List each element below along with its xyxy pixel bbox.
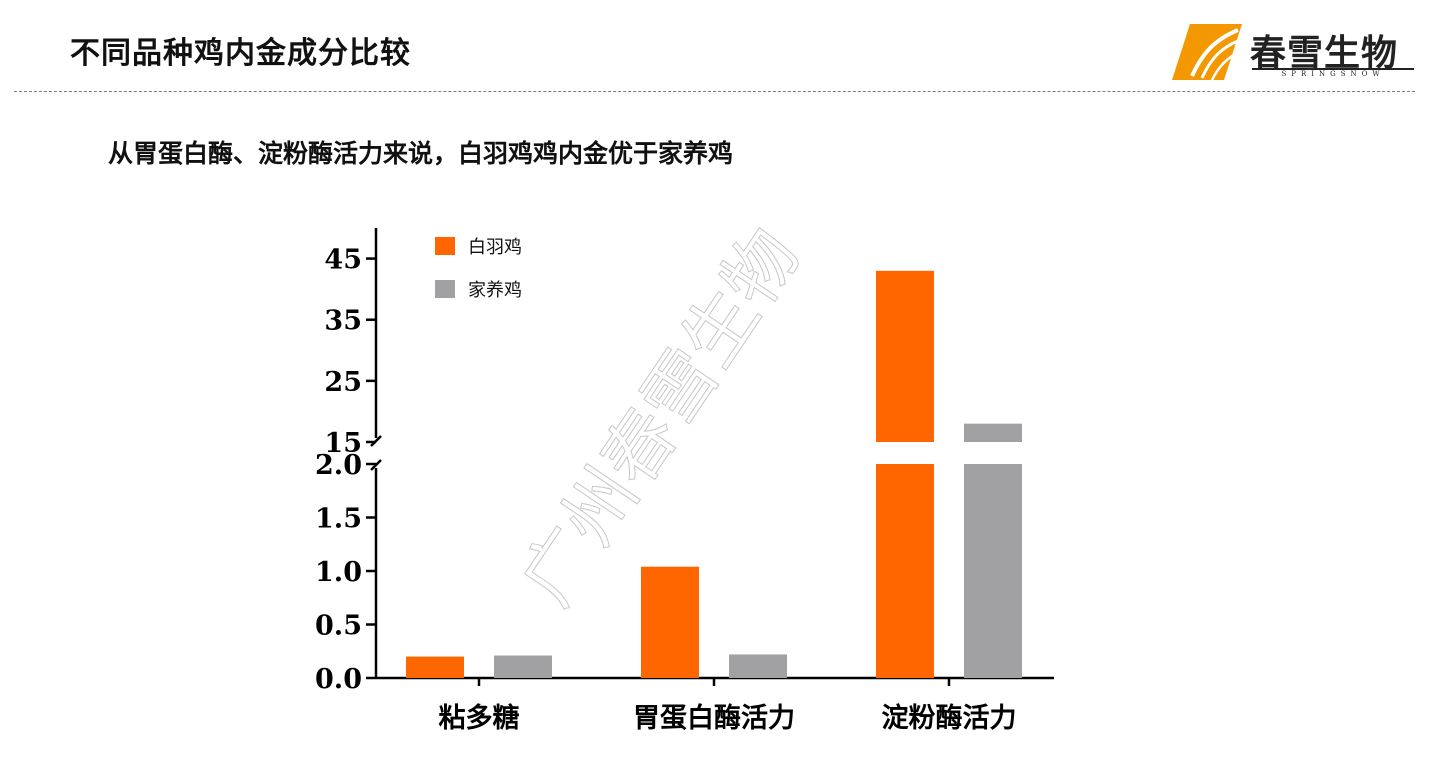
y-tick-label: 0.0 bbox=[315, 664, 362, 695]
company-logo: 春雪生物 SPRINGSNOW bbox=[1162, 18, 1422, 84]
x-category-label: 淀粉酶活力 bbox=[882, 702, 1017, 734]
x-category-label: 粘多糖 bbox=[439, 702, 520, 734]
legend-swatch bbox=[435, 237, 455, 255]
y-tick-label: 1.5 bbox=[315, 504, 362, 535]
chart-group: 0.0 0.5 1.0 1.5 2.015 25 35 45 粘多糖 胃蛋白酶活力 淀粉酶活力 白羽鸡… bbox=[315, 228, 1054, 734]
logo-subtext: SPRINGSNOW bbox=[1252, 68, 1414, 78]
watermark-text: 广州春雪生物 bbox=[504, 214, 815, 619]
bar-lower-segment bbox=[876, 464, 934, 678]
y-tick-label: 25 bbox=[324, 367, 362, 398]
bar bbox=[641, 566, 699, 678]
legend-swatch bbox=[435, 280, 455, 298]
y-tick-label: 45 bbox=[324, 245, 362, 276]
legend-label: 白羽鸡 bbox=[468, 237, 522, 258]
slide-subtitle: 从胃蛋白酶、淀粉酶活力来说，白羽鸡鸡内金优于家养鸡 bbox=[108, 139, 734, 168]
y-tick-label: 1.0 bbox=[315, 557, 362, 588]
header-divider bbox=[14, 91, 1415, 92]
bar bbox=[729, 654, 787, 678]
x-category-label: 胃蛋白酶活力 bbox=[633, 702, 795, 734]
logo-text: 春雪生物 bbox=[1250, 33, 1399, 74]
y-tick-label: 2.0 bbox=[315, 450, 362, 481]
legend-label: 家养鸡 bbox=[468, 280, 522, 301]
y-tick-label: 0.5 bbox=[315, 611, 362, 642]
slide-title: 不同品种鸡内金成分比较 bbox=[70, 36, 411, 71]
y-tick-label: 35 bbox=[324, 306, 362, 337]
bar-lower-segment bbox=[964, 464, 1022, 678]
bar-upper-segment bbox=[876, 270, 934, 442]
y-tick-label: 15 bbox=[324, 428, 362, 459]
bar bbox=[494, 655, 552, 678]
bar bbox=[406, 656, 464, 678]
logo-emblem-icon bbox=[1172, 24, 1243, 81]
bar-upper-segment bbox=[964, 423, 1022, 442]
